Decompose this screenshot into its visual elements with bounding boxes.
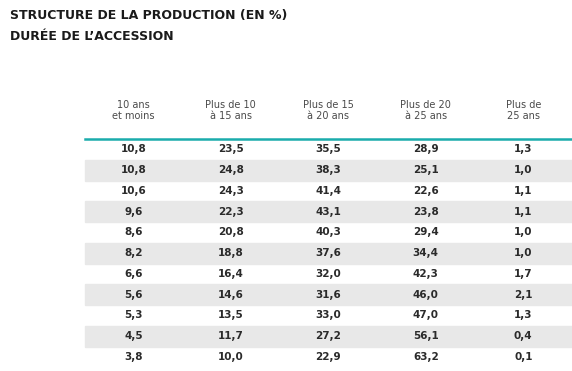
Text: Plus de 10
à 15 ans: Plus de 10 à 15 ans <box>205 99 256 121</box>
Text: 18,8: 18,8 <box>218 248 244 258</box>
Text: 41,4: 41,4 <box>315 186 341 196</box>
Text: 10,8: 10,8 <box>121 165 146 175</box>
Text: 4,5: 4,5 <box>124 331 142 341</box>
Text: Plus de
25 ans: Plus de 25 ans <box>506 99 541 121</box>
Text: Plus de 15
à 20 ans: Plus de 15 à 20 ans <box>303 99 353 121</box>
Text: 1,3: 1,3 <box>514 144 533 154</box>
Text: 43,1: 43,1 <box>315 207 341 217</box>
Text: 8,6: 8,6 <box>124 227 142 237</box>
Text: 29,4: 29,4 <box>413 227 439 237</box>
Text: 0,1: 0,1 <box>514 352 533 362</box>
Text: 10,6: 10,6 <box>121 186 146 196</box>
Text: 1,0: 1,0 <box>514 248 533 258</box>
Text: DURÉE DE L’ACCESSION: DURÉE DE L’ACCESSION <box>10 30 174 43</box>
Text: 28,9: 28,9 <box>413 144 439 154</box>
Text: Plus de 20
à 25 ans: Plus de 20 à 25 ans <box>400 99 451 121</box>
Text: 20,8: 20,8 <box>218 227 244 237</box>
Bar <box>85 284 572 305</box>
Text: 46,0: 46,0 <box>413 290 439 300</box>
Text: 22,3: 22,3 <box>218 207 244 217</box>
Text: 9,6: 9,6 <box>124 207 142 217</box>
Text: 2,1: 2,1 <box>514 290 533 300</box>
Text: 2013: 2013 <box>28 165 57 175</box>
Text: 47,0: 47,0 <box>413 311 439 321</box>
Text: 1,1: 1,1 <box>514 186 533 196</box>
Text: 32,0: 32,0 <box>315 269 341 279</box>
Bar <box>85 326 572 347</box>
Text: 2019: 2019 <box>28 290 57 300</box>
Text: 0,4: 0,4 <box>514 331 533 341</box>
Text: 2018: 2018 <box>28 269 57 279</box>
Text: 3,8: 3,8 <box>124 352 142 362</box>
Text: 10,8: 10,8 <box>121 144 146 154</box>
Text: 42,3: 42,3 <box>413 269 439 279</box>
Text: 1,0: 1,0 <box>514 165 533 175</box>
Text: 22,9: 22,9 <box>316 352 341 362</box>
Text: 24,3: 24,3 <box>218 186 244 196</box>
Text: 33,0: 33,0 <box>315 311 341 321</box>
Text: 23,8: 23,8 <box>413 207 439 217</box>
Text: 2021: 2021 <box>28 331 57 341</box>
Text: 1,0: 1,0 <box>514 227 533 237</box>
Bar <box>85 243 572 263</box>
Text: 24,8: 24,8 <box>218 165 244 175</box>
Text: 2020: 2020 <box>28 311 57 321</box>
Text: T1-2022: T1-2022 <box>18 352 66 362</box>
Bar <box>85 160 572 181</box>
Text: 25,1: 25,1 <box>413 165 439 175</box>
Text: 6,6: 6,6 <box>124 269 142 279</box>
Text: 56,1: 56,1 <box>413 331 439 341</box>
Text: 13,5: 13,5 <box>218 311 244 321</box>
Text: 63,2: 63,2 <box>413 352 439 362</box>
Text: 5,3: 5,3 <box>124 311 142 321</box>
Text: 23,5: 23,5 <box>218 144 244 154</box>
Text: 40,3: 40,3 <box>315 227 341 237</box>
Text: 37,6: 37,6 <box>315 248 341 258</box>
Text: 2016: 2016 <box>28 227 57 237</box>
Text: 34,4: 34,4 <box>413 248 439 258</box>
Text: 22,6: 22,6 <box>413 186 439 196</box>
Text: 10,0: 10,0 <box>218 352 244 362</box>
Text: 2015: 2015 <box>28 207 57 217</box>
Text: STRUCTURE DE LA PRODUCTION (EN %): STRUCTURE DE LA PRODUCTION (EN %) <box>10 9 288 22</box>
Text: 27,2: 27,2 <box>315 331 341 341</box>
Text: 1,7: 1,7 <box>514 269 533 279</box>
Text: 1,1: 1,1 <box>514 207 533 217</box>
Text: 31,6: 31,6 <box>315 290 341 300</box>
Text: 5,6: 5,6 <box>124 290 142 300</box>
Text: 35,5: 35,5 <box>315 144 341 154</box>
Text: 2012: 2012 <box>28 144 57 154</box>
Text: 16,4: 16,4 <box>218 269 244 279</box>
Text: 2014: 2014 <box>28 186 57 196</box>
Text: 38,3: 38,3 <box>315 165 341 175</box>
Text: 14,6: 14,6 <box>218 290 244 300</box>
Text: 10 ans
et moins: 10 ans et moins <box>112 99 154 121</box>
Text: 11,7: 11,7 <box>218 331 244 341</box>
Bar <box>85 201 572 222</box>
Text: 2017: 2017 <box>28 248 57 258</box>
Text: 1,3: 1,3 <box>514 311 533 321</box>
Text: 8,2: 8,2 <box>124 248 142 258</box>
